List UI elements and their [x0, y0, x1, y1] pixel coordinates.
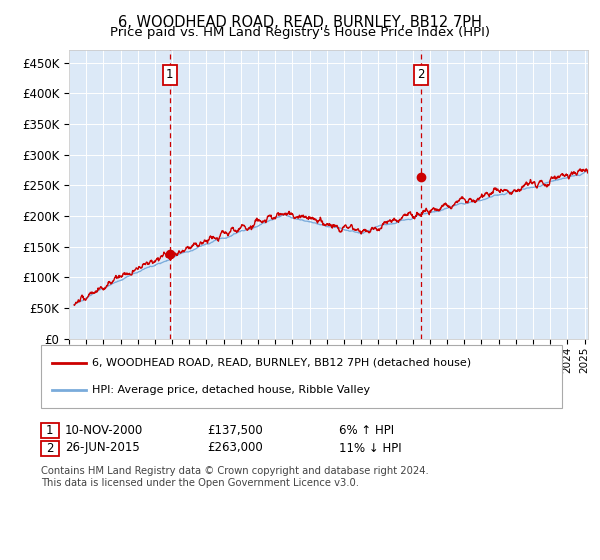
Text: 1: 1 [166, 68, 173, 81]
Text: 11% ↓ HPI: 11% ↓ HPI [339, 441, 401, 455]
Text: 6, WOODHEAD ROAD, READ, BURNLEY, BB12 7PH: 6, WOODHEAD ROAD, READ, BURNLEY, BB12 7P… [118, 15, 482, 30]
Text: 10-NOV-2000: 10-NOV-2000 [65, 423, 143, 437]
Text: Contains HM Land Registry data © Crown copyright and database right 2024.
This d: Contains HM Land Registry data © Crown c… [41, 466, 428, 488]
Text: £137,500: £137,500 [207, 423, 263, 437]
Text: 2: 2 [46, 441, 53, 455]
Text: 2: 2 [418, 68, 425, 81]
Text: 6% ↑ HPI: 6% ↑ HPI [339, 423, 394, 437]
Text: 26-JUN-2015: 26-JUN-2015 [65, 441, 140, 455]
Text: 1: 1 [46, 423, 53, 437]
Text: Price paid vs. HM Land Registry's House Price Index (HPI): Price paid vs. HM Land Registry's House … [110, 26, 490, 39]
Text: 6, WOODHEAD ROAD, READ, BURNLEY, BB12 7PH (detached house): 6, WOODHEAD ROAD, READ, BURNLEY, BB12 7P… [92, 357, 471, 367]
Text: HPI: Average price, detached house, Ribble Valley: HPI: Average price, detached house, Ribb… [92, 385, 370, 395]
Text: £263,000: £263,000 [207, 441, 263, 455]
